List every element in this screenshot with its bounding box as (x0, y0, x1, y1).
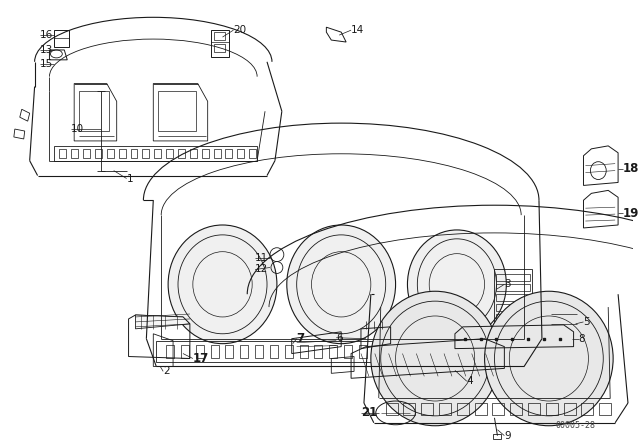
Bar (156, 340, 522, 362)
Bar (421, 403, 433, 415)
Text: 9: 9 (504, 431, 511, 441)
Bar (270, 345, 278, 358)
Text: 7: 7 (297, 332, 305, 345)
Text: 15: 15 (40, 59, 53, 69)
Bar (497, 275, 530, 281)
Bar (54, 146, 257, 161)
Bar (107, 149, 114, 158)
Text: 2: 2 (163, 366, 170, 376)
Text: 1: 1 (127, 173, 133, 184)
Bar (190, 149, 197, 158)
Text: 4: 4 (467, 376, 474, 386)
Bar (285, 345, 292, 358)
Text: 3: 3 (504, 279, 511, 289)
Ellipse shape (371, 291, 499, 426)
Bar (508, 345, 515, 358)
Bar (60, 149, 67, 158)
Bar (495, 270, 532, 324)
Bar (344, 345, 352, 358)
Ellipse shape (287, 225, 396, 344)
Bar (83, 149, 90, 158)
Bar (419, 345, 426, 358)
Bar (359, 345, 367, 358)
Bar (433, 345, 441, 358)
Bar (497, 284, 530, 291)
Ellipse shape (484, 291, 613, 426)
Bar (386, 403, 397, 415)
Bar (546, 403, 558, 415)
Bar (463, 345, 471, 358)
Bar (79, 91, 109, 131)
Text: 17: 17 (193, 352, 209, 365)
Bar (564, 403, 575, 415)
Text: 18: 18 (623, 162, 639, 175)
Bar (477, 345, 486, 358)
Bar (158, 91, 196, 131)
Bar (225, 149, 232, 158)
Bar (599, 403, 611, 415)
Bar (255, 345, 263, 358)
Bar (403, 345, 412, 358)
Text: 16: 16 (40, 30, 53, 40)
Bar (214, 149, 221, 158)
Bar (249, 149, 256, 158)
Polygon shape (136, 315, 190, 329)
Bar (497, 304, 530, 311)
Bar (118, 149, 125, 158)
Bar (475, 403, 486, 415)
Text: 6: 6 (336, 333, 343, 343)
Bar (457, 403, 468, 415)
Bar (493, 345, 500, 358)
Ellipse shape (168, 225, 277, 344)
Bar (95, 149, 102, 158)
Bar (202, 149, 209, 158)
Text: 8: 8 (579, 334, 585, 344)
Bar (237, 149, 244, 158)
Bar (493, 434, 501, 439)
Bar (181, 345, 189, 358)
Bar (214, 44, 225, 52)
Bar (196, 345, 204, 358)
Ellipse shape (408, 230, 506, 339)
Text: 5: 5 (584, 317, 590, 327)
Text: 00005-28: 00005-28 (556, 421, 596, 430)
Text: 12: 12 (255, 264, 268, 275)
Bar (166, 149, 173, 158)
Bar (71, 149, 78, 158)
Bar (497, 314, 530, 321)
Bar (154, 149, 161, 158)
Bar (403, 403, 415, 415)
Bar (510, 403, 522, 415)
Bar (439, 403, 451, 415)
Bar (143, 149, 149, 158)
Bar (166, 345, 174, 358)
Text: 10: 10 (71, 124, 84, 134)
Bar (582, 403, 593, 415)
Bar (330, 345, 337, 358)
Bar (300, 345, 308, 358)
Bar (214, 32, 225, 40)
Bar (388, 345, 397, 358)
Bar (448, 345, 456, 358)
Text: 21: 21 (361, 406, 377, 419)
Text: 11: 11 (255, 253, 268, 263)
Text: 19: 19 (623, 207, 639, 220)
Bar (374, 345, 381, 358)
Text: 14: 14 (351, 25, 364, 35)
Bar (497, 294, 530, 301)
Bar (528, 403, 540, 415)
Text: 20: 20 (234, 25, 246, 35)
Bar (493, 403, 504, 415)
Bar (314, 345, 323, 358)
Bar (240, 345, 248, 358)
Text: 13: 13 (40, 45, 53, 55)
Bar (131, 149, 138, 158)
Bar (211, 345, 218, 358)
Bar (225, 345, 234, 358)
Bar (178, 149, 185, 158)
